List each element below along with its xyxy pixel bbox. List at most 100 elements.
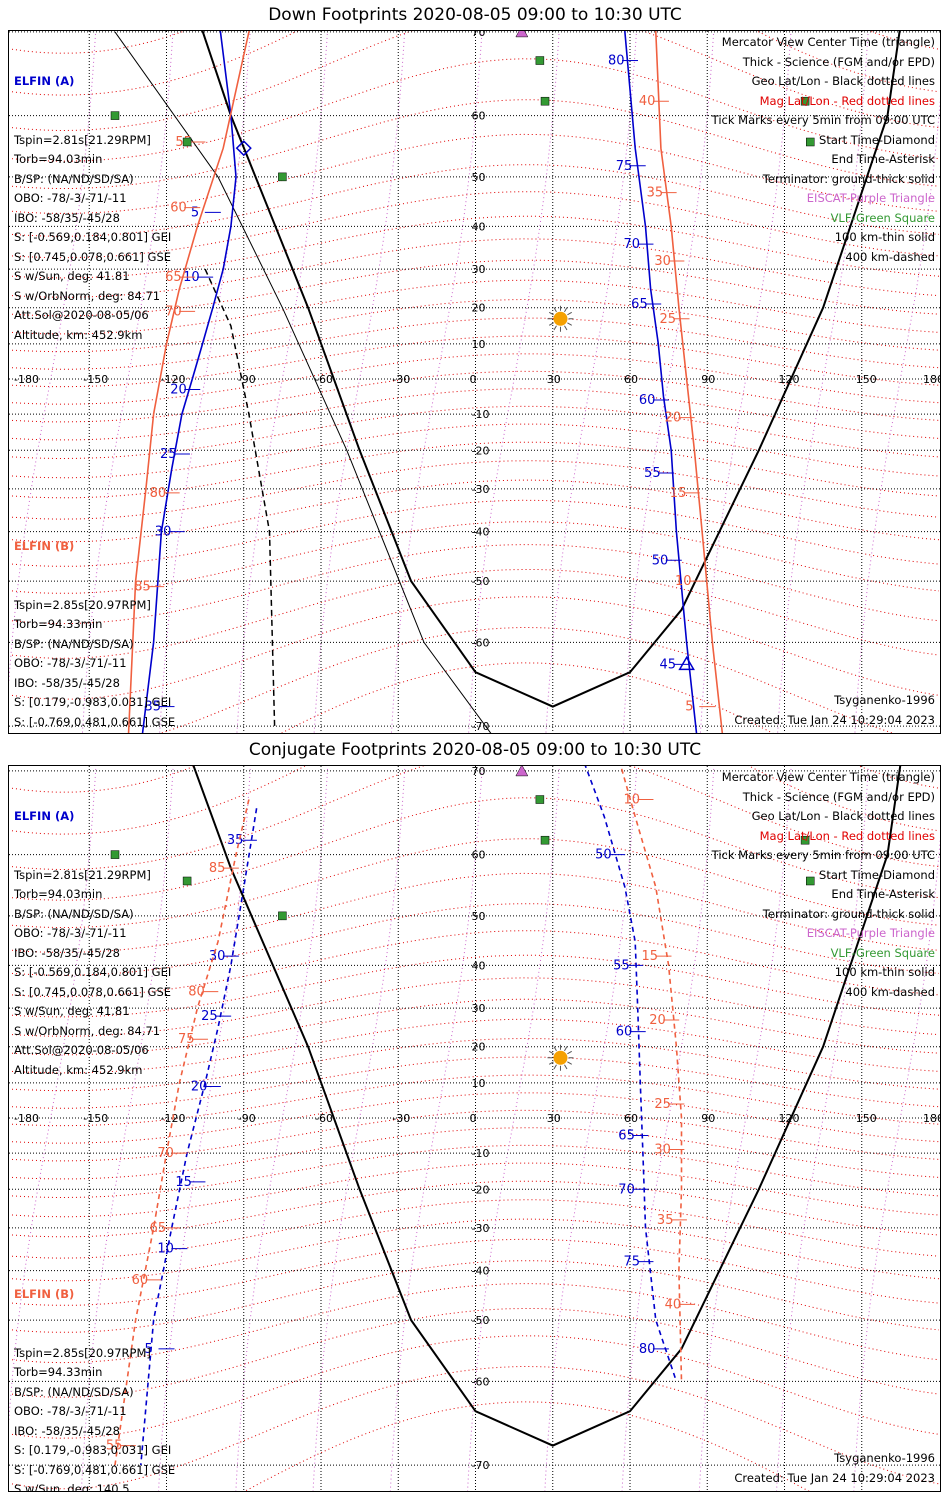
- lat-tick-label: 50: [472, 910, 486, 923]
- track-tick-label: 20: [191, 1079, 208, 1094]
- legend-item: Mag Lat/Lon - Red dotted lines: [759, 93, 935, 108]
- vlf-square-icon: [540, 96, 550, 106]
- lon-tick-label: 30: [547, 373, 561, 386]
- lon-tick-label: 90: [701, 1112, 715, 1125]
- sun-ray: [564, 1064, 568, 1070]
- elfin-b-info-line: IBO: -58/35/-45/28: [14, 675, 120, 690]
- elfin-b-name: ELFIN (B): [14, 539, 75, 553]
- bottom-map-title: Conjugate Footprints 2020-08-05 09:00 to…: [248, 740, 702, 760]
- sun-ray: [553, 307, 557, 313]
- lat-tick-label: -40: [472, 526, 490, 539]
- elfin-b-info-line: OBO: -78/-3/-71/-11: [14, 656, 127, 670]
- elfin-a-info-line: Tspin=2.81s[21.29RPM]: [14, 132, 151, 147]
- elfin-a-info-line: S w/Sun, deg: 41.81: [14, 269, 130, 283]
- elfin-a-info-line: S w/OrbNorm, deg: 84.71: [14, 288, 161, 303]
- track-tick-label: 10: [157, 1242, 174, 1257]
- lat-tick-label: -20: [472, 444, 490, 457]
- track-tick-label: 55: [644, 466, 661, 481]
- lon-tick-label: 120: [779, 373, 800, 386]
- sun-disc: [553, 311, 568, 326]
- track-tick-label: 70: [157, 1146, 174, 1161]
- down-footprints-map: -180 -150 -120 -90 -60 -30 0 30 60 90 120 150 180 70 6…: [8, 30, 941, 734]
- start-diamond: [235, 140, 252, 157]
- elfin-a-track-east: 50 55 60 65 70 75 80: [584, 766, 678, 1382]
- track-tick-label: 20: [170, 382, 187, 397]
- legend-item: Mag Lat/Lon - Red dotted lines: [759, 828, 935, 843]
- sun-ray: [564, 325, 568, 331]
- sun-ray: [567, 1061, 572, 1065]
- elfin-b-track: 150556065708085: [127, 31, 250, 733]
- track-tick-label: 25: [201, 1009, 218, 1024]
- elfin-a-info-line: Tspin=2.81s[21.29RPM]: [14, 867, 151, 882]
- elfin-a-info-line: OBO: -78/-3/-71/-11: [14, 926, 127, 940]
- mag-lat-line: [11, 954, 940, 1018]
- elfin-a-info-line: IBO: -58/35/-45/28: [14, 945, 120, 960]
- eiscat-triangle-icon: [515, 766, 529, 777]
- mag-lat-line: [11, 596, 940, 700]
- elfin-a-info-line: S: [-0.569,0.184,0.801] GEI: [14, 230, 172, 244]
- track-line: [624, 31, 698, 733]
- legend-item: Tick Marks every 5min from 09:00 UTC: [711, 848, 935, 862]
- lon-tick-label: 120: [779, 1112, 800, 1125]
- elfin-a-info-line: S: [0.745,0.078,0.661] GSE: [14, 984, 172, 999]
- vlf-square-icon: [278, 172, 287, 182]
- sun-ray: [548, 1050, 554, 1055]
- eiscat-triangle-icon: [515, 31, 529, 38]
- lon-tick-label: 180: [923, 373, 941, 386]
- elfin-b-track-east: 10 15 20 25 30 35 40: [620, 766, 695, 1382]
- vlf-square-icon: [110, 111, 120, 120]
- down-footprints-svg: -180 -150 -120 -90 -60 -30 0 30 60 90 120 150 180706…: [9, 31, 941, 733]
- sun-ray: [548, 1061, 554, 1065]
- lat-tick-label: 20: [472, 1041, 486, 1054]
- sun-ray: [567, 322, 572, 326]
- elfin-b-info-line: Tspin=2.85s[20.97RPM]: [14, 1345, 151, 1360]
- elfin-a-info-line: Altitude, km: 452.9km: [14, 327, 143, 342]
- lat-tick-label: -40: [472, 1265, 490, 1278]
- elfin-a-info-line: S: [-0.569,0.184,0.801] GEI: [14, 965, 172, 979]
- legend-item: EISCAT-Purple Triangle: [806, 191, 935, 205]
- mag-lon-line: [621, 766, 715, 1491]
- legend-item: Thick - Science (FGM and/or EPD): [742, 54, 935, 69]
- sun-ray: [567, 1050, 572, 1055]
- lat-tick-label: 10: [472, 1077, 486, 1090]
- created-label: Created: Tue Jan 24 10:29:04 2023: [734, 713, 935, 727]
- track-tick-label: 15: [670, 486, 687, 501]
- legend-item: Start Time-Diamond: [819, 132, 935, 147]
- lat-tick-label: -70: [472, 1459, 490, 1472]
- elfin-b-info-line: S w/Sun, deg: 140.5: [14, 732, 175, 733]
- lat-tick-label: 60: [472, 110, 486, 123]
- track-tick-label: 30: [155, 525, 172, 540]
- lat-tick-label: -30: [472, 483, 490, 496]
- elfin-b-info-line: IBO: -58/35/-45/28: [14, 1423, 120, 1438]
- model-label: Tsyganenko-1996: [834, 1451, 935, 1465]
- sun-ray: [553, 1046, 557, 1052]
- track-tick-label: 30: [654, 1143, 671, 1158]
- lat-tick-label: -20: [472, 1183, 490, 1196]
- mag-lat-line: [11, 1218, 940, 1282]
- geo-grid: [9, 766, 940, 1491]
- vlf-square-icon: [540, 835, 550, 845]
- lon-tick-label: 90: [701, 373, 715, 386]
- track-tick-label: 55: [106, 1439, 123, 1454]
- elfin-a-info-line: Torb=94.03min: [14, 152, 103, 166]
- elfin-a-info-line: Att.Sol@2020-08-05/06: [14, 308, 149, 322]
- sun-disc: [553, 1050, 568, 1065]
- axis-labels: -180 -150 -120 -90 -60 -30 0 30 60 90 120 150 180706…: [14, 31, 941, 733]
- track-tick-label: 20: [649, 1013, 666, 1028]
- track-tick-label: 50: [595, 848, 612, 863]
- lon-tick-label: 180: [923, 1112, 941, 1125]
- track-line: [140, 808, 258, 1466]
- lon-tick-label: 0: [470, 373, 477, 386]
- lon-tick-label: -180: [14, 373, 39, 386]
- lat-tick-label: 20: [472, 302, 486, 315]
- track-tick-label: 65: [631, 297, 648, 312]
- vlf-square-icon: [800, 835, 810, 845]
- lat-tick-label: -50: [472, 1314, 490, 1327]
- elfin-a-info-line: S w/Sun, deg: 41.81: [14, 1004, 130, 1018]
- elfin-b-info-line: Torb=94.33min: [14, 617, 103, 631]
- center-time-triangle: [678, 655, 695, 671]
- lon-tick-label: 60: [624, 1112, 638, 1125]
- legend-item: Mercator View Center Time (triangle): [721, 35, 935, 49]
- top-map-title: Down Footprints 2020-08-05 09:00 to 10:3…: [268, 5, 682, 25]
- track-line: [127, 31, 250, 733]
